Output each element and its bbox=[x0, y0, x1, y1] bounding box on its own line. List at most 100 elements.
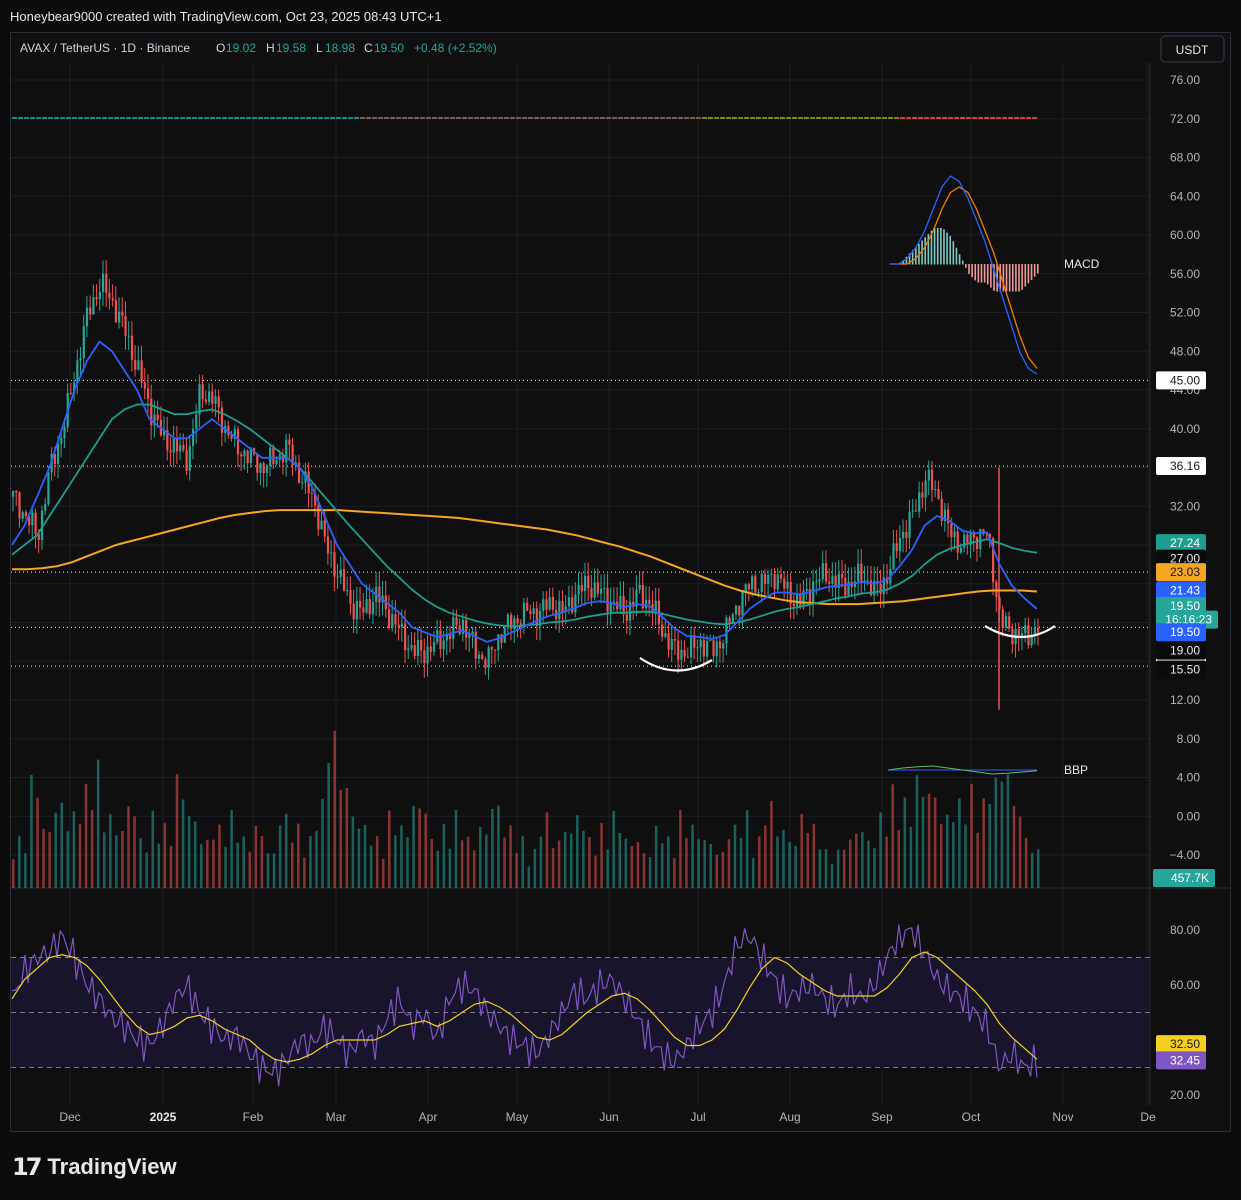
volume-bar bbox=[618, 832, 622, 888]
trend-strip-segment bbox=[774, 117, 779, 119]
trend-strip-segment bbox=[564, 117, 569, 119]
volume-bar bbox=[654, 825, 658, 888]
trend-strip-segment bbox=[696, 117, 701, 119]
macd-histogram-bar bbox=[946, 232, 948, 265]
candle-body bbox=[779, 574, 783, 579]
candle-body bbox=[468, 634, 471, 638]
candle-body bbox=[24, 512, 28, 517]
time-axis-label: De bbox=[1140, 1110, 1156, 1124]
trend-strip-segment bbox=[834, 117, 839, 119]
trend-strip-segment bbox=[1032, 117, 1037, 119]
candle-body bbox=[834, 575, 837, 588]
trend-strip-segment bbox=[84, 117, 89, 119]
macd-histogram-bar bbox=[1011, 264, 1014, 292]
candle-body bbox=[709, 640, 712, 642]
trend-strip-segment bbox=[906, 117, 911, 119]
trend-strip-segment bbox=[180, 117, 185, 119]
volume-bar bbox=[533, 849, 537, 888]
currency-button[interactable]: USDT bbox=[1160, 35, 1225, 63]
trend-strip-segment bbox=[150, 117, 155, 119]
macd-label: MACD bbox=[1064, 257, 1100, 271]
trend-strip-segment bbox=[90, 117, 95, 119]
trend-strip-segment bbox=[354, 117, 359, 119]
candle-body bbox=[217, 396, 220, 408]
trend-strip-segment bbox=[108, 117, 113, 119]
trend-strip-segment bbox=[240, 117, 245, 119]
candle-body bbox=[111, 298, 114, 301]
candle-body bbox=[310, 493, 314, 495]
candle-body bbox=[966, 534, 969, 545]
volume-bar bbox=[964, 824, 967, 888]
candle-body bbox=[577, 584, 580, 595]
ema-mid-line bbox=[11, 403, 1038, 628]
trend-strip-segment bbox=[378, 117, 383, 119]
macd-histogram-bar bbox=[908, 253, 911, 265]
candle-body bbox=[840, 573, 844, 578]
volume-bar bbox=[121, 830, 124, 888]
trend-strip-segment bbox=[144, 117, 149, 119]
candle-body bbox=[924, 480, 927, 498]
candle-body bbox=[53, 454, 56, 464]
candle-body bbox=[731, 614, 734, 624]
candle-body bbox=[28, 516, 31, 525]
time-axis-label: Oct bbox=[962, 1110, 981, 1124]
volume-bar bbox=[406, 837, 409, 888]
volume-bar bbox=[545, 812, 549, 888]
volume-bar bbox=[636, 842, 640, 888]
trend-strip-segment bbox=[156, 117, 161, 119]
volume-bar bbox=[412, 805, 415, 888]
macd-histogram-bar bbox=[921, 240, 923, 265]
volume-bar bbox=[836, 849, 840, 888]
candle-body bbox=[828, 581, 831, 584]
candle-body bbox=[95, 297, 98, 300]
currency-button-bg bbox=[1160, 35, 1225, 63]
candle-body bbox=[686, 656, 689, 658]
volume-bar bbox=[982, 798, 985, 888]
macd-histogram-bar bbox=[915, 246, 917, 265]
trend-strip-segment bbox=[594, 117, 599, 119]
candle-body bbox=[770, 574, 773, 576]
trend-strip-segment bbox=[162, 117, 167, 119]
candle-body bbox=[400, 623, 403, 628]
trend-strip-segment bbox=[486, 117, 491, 119]
volume-bar bbox=[927, 793, 931, 888]
trend-strip-segment bbox=[780, 117, 785, 119]
trend-strip-segment bbox=[990, 117, 995, 119]
trend-strip-segment bbox=[624, 117, 629, 119]
candle-body bbox=[69, 392, 73, 394]
candle-body bbox=[153, 414, 156, 426]
trend-strip-segment bbox=[846, 117, 851, 119]
level-badge-bg bbox=[1156, 371, 1206, 390]
volume-bar bbox=[806, 832, 810, 888]
rsi-tick-label: 60.00 bbox=[1170, 978, 1200, 992]
trend-strip-segment bbox=[462, 117, 467, 119]
macd-histogram-bar bbox=[1018, 264, 1020, 292]
volume-bar bbox=[970, 784, 973, 888]
volume-bar bbox=[709, 843, 712, 888]
volume-badge-bg bbox=[1153, 869, 1215, 887]
candle-body bbox=[477, 654, 481, 659]
candle-body bbox=[60, 437, 63, 444]
volume-bar bbox=[363, 824, 367, 888]
trend-strip-segment bbox=[426, 117, 431, 119]
axis-badge-label: 21.43 bbox=[1170, 584, 1200, 598]
candle-body bbox=[796, 593, 799, 607]
candle-body bbox=[134, 359, 137, 370]
volume-bar bbox=[594, 855, 597, 888]
candle-body bbox=[130, 335, 134, 360]
candle-body bbox=[201, 384, 204, 400]
volume-bar bbox=[569, 833, 573, 888]
candle-body bbox=[1027, 625, 1030, 646]
trend-strip-segment bbox=[816, 117, 821, 119]
candle-body bbox=[291, 444, 294, 466]
candle-body bbox=[873, 580, 876, 596]
trend-strip-segment bbox=[66, 117, 71, 119]
candle-body bbox=[564, 606, 567, 612]
candle-body bbox=[355, 601, 359, 620]
candle-body bbox=[747, 584, 751, 590]
candle-body bbox=[776, 574, 779, 590]
candle-body bbox=[211, 391, 214, 404]
trend-strip-segment bbox=[840, 117, 845, 119]
macd-histogram-bar bbox=[971, 264, 973, 278]
